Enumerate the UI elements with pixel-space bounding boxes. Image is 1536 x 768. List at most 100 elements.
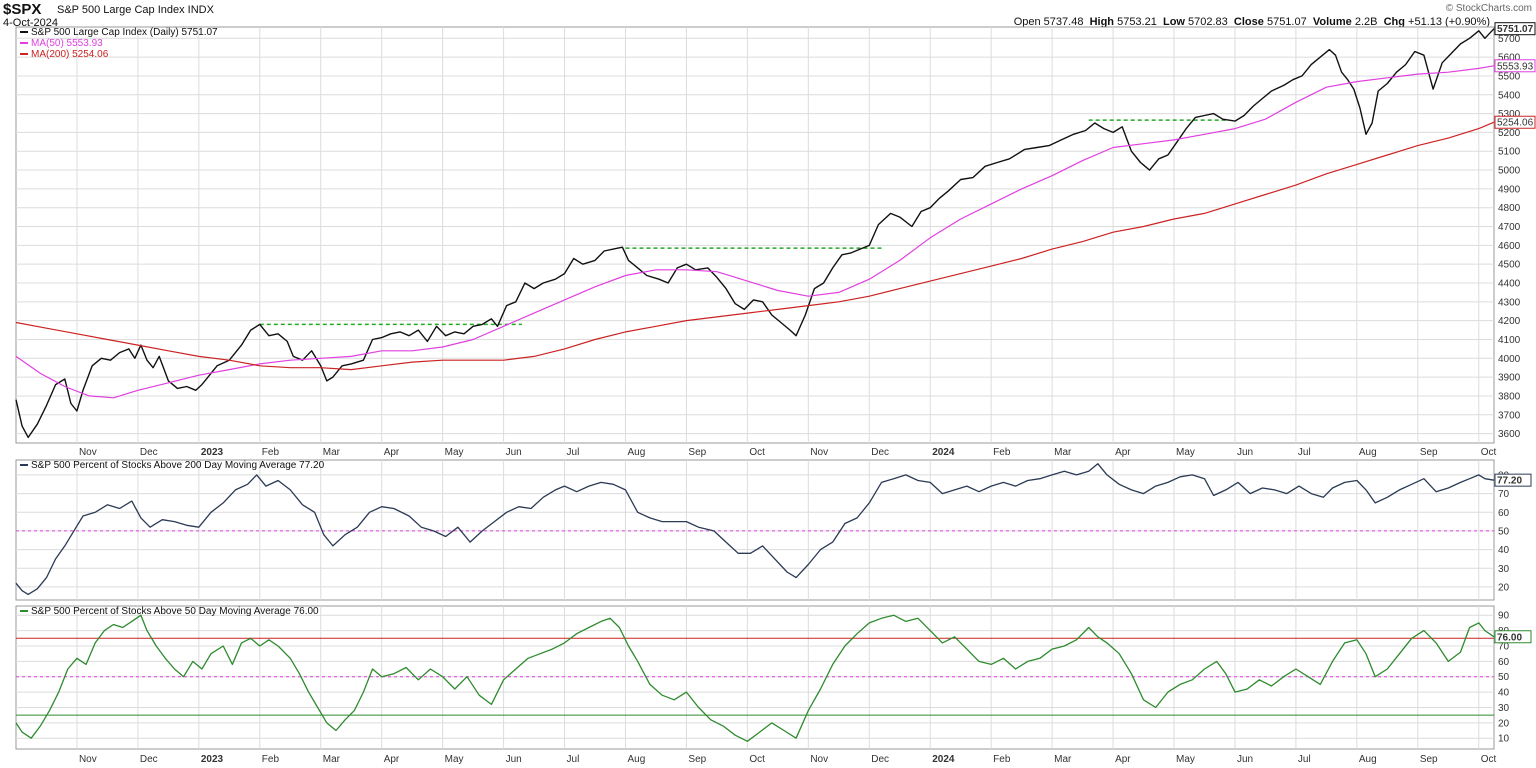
x-tick-label: Sep [688,447,706,458]
x-tick-label: May [1176,754,1195,765]
x-tick-label: Nov [79,754,97,765]
x-tick-label: Feb [262,754,280,765]
y-tick-label: 60 [1498,508,1510,519]
x-tick-label: Oct [749,754,765,765]
y-tick-label: 4600 [1498,241,1521,252]
y-tick-label: 20 [1498,582,1510,593]
y-tick-label: 5000 [1498,166,1521,177]
low-value: 5702.83 [1188,16,1228,28]
last-value-label: 5751.07 [1497,24,1534,35]
low-label: Low [1162,16,1185,28]
last-value-box [1494,22,1536,36]
pct-above-200dma-line [15,463,1495,596]
ma200-line [15,121,1495,371]
y-tick-label: 20 [1498,718,1510,729]
x-tick-label: May [445,447,464,458]
x-tick-label: Mar [323,754,341,765]
last-value-label: 5553.93 [1497,61,1534,72]
x-tick-label: Dec [140,447,158,458]
symbol-title: $SPX [3,1,42,18]
x-tick-label: 2024 [932,754,955,765]
y-tick-label: 70 [1498,641,1510,652]
y-tick-label: 4500 [1498,260,1521,271]
x-tick-label: Sep [1420,447,1438,458]
last-value-box [1494,115,1536,129]
x-tick-label: Aug [1359,754,1377,765]
panel-frame [15,459,1495,601]
x-tick-label: Mar [1054,447,1072,458]
legend-entry: MA(50) 5553.93 [31,38,103,49]
high-value: 5753.21 [1117,16,1157,28]
x-tick-label: Oct [1481,754,1497,765]
chg-label: Chg [1383,16,1405,28]
x-tick-label: May [445,754,464,765]
y-tick-label: 4400 [1498,279,1521,290]
panel-frame [15,605,1495,750]
close-value: 5751.07 [1266,16,1307,28]
chart-panel-1: 3600 3700 3800 3900 4000 4100 4200 4300 4400 4500… [15,22,1536,444]
x-tick-label: Apr [1115,754,1131,765]
x-tick-label: 2023 [201,447,224,458]
y-tick-label: 5500 [1498,71,1521,82]
chart-date: 4-Oct-2024 [3,17,59,29]
x-tick-label: Jul [567,754,580,765]
last-value-label: 76.00 [1497,632,1522,643]
open-value: 5737.48 [1043,16,1084,28]
ohlc-readout: Open 5737.48 High 5753.21 Low 5702.83 Cl… [1014,16,1490,28]
panel-frame [15,26,1495,444]
x-tick-label: Sep [1420,754,1438,765]
legend-entry: S&P 500 Percent of Stocks Above 200 Day … [31,460,325,471]
x-tick-label: Jul [567,447,580,458]
y-tick-label: 40 [1498,545,1510,556]
symbol-description: S&P 500 Large Cap Index INDX [57,4,214,16]
x-tick-label: Feb [993,447,1011,458]
close-label: Close [1233,16,1264,28]
y-tick-label: 3800 [1498,391,1521,402]
chart-panel-2: 2030405060708077.20S&P 500 Percent of St… [15,459,1532,601]
x-tick-label: Mar [323,447,341,458]
x-tick-label: Dec [140,754,158,765]
y-tick-label: 10 [1498,734,1510,745]
y-tick-label: 5700 [1498,34,1521,45]
x-tick-label: Apr [384,447,400,458]
y-tick-label: 30 [1498,703,1510,714]
pct-above-50dma-line [15,614,1495,742]
y-tick-label: 4200 [1498,316,1521,327]
open-label: Open [1013,16,1041,28]
last-value-box [1494,59,1536,73]
x-tick-label: Feb [993,754,1011,765]
chg-value: +51.13 (+0.90%) [1408,16,1490,28]
legend-entry: S&P 500 Percent of Stocks Above 50 Day M… [31,606,319,617]
x-tick-label: Jul [1298,447,1311,458]
y-tick-label: 90 [1498,611,1510,622]
y-tick-label: 5300 [1498,109,1521,120]
x-tick-label: Feb [262,447,280,458]
x-tick-label: Oct [749,447,765,458]
y-tick-label: 4700 [1498,222,1521,233]
x-tick-label: Jul [1298,754,1311,765]
y-tick-label: 30 [1498,564,1510,575]
last-value-label: 5254.06 [1497,118,1534,129]
price-line [15,28,1495,439]
y-tick-label: 70 [1498,489,1510,500]
x-tick-label: Nov [79,447,97,458]
y-tick-label: 5200 [1498,128,1521,139]
x-tick-label: Aug [627,754,645,765]
y-tick-label: 5100 [1498,147,1521,158]
y-tick-label: 5400 [1498,90,1521,101]
high-label: High [1089,16,1115,28]
x-tick-label: Jun [506,754,522,765]
chart-panel-3: 10203040506070809076.00S&P 500 Percent o… [15,605,1532,750]
x-tick-label: Aug [1359,447,1377,458]
x-axis: Nov Dec 2023 Feb Mar Apr May Jun Jul Aug Sep Oct Nov… [79,447,1497,765]
y-tick-label: 50 [1498,526,1510,537]
y-tick-label: 4300 [1498,297,1521,308]
y-tick-label: 40 [1498,688,1510,699]
y-tick-label: 3900 [1498,373,1521,384]
x-tick-label: Dec [871,754,889,765]
x-tick-label: Jun [1237,447,1253,458]
x-tick-label: Oct [1481,447,1497,458]
last-value-box [1494,630,1532,644]
y-tick-label: 60 [1498,657,1510,668]
